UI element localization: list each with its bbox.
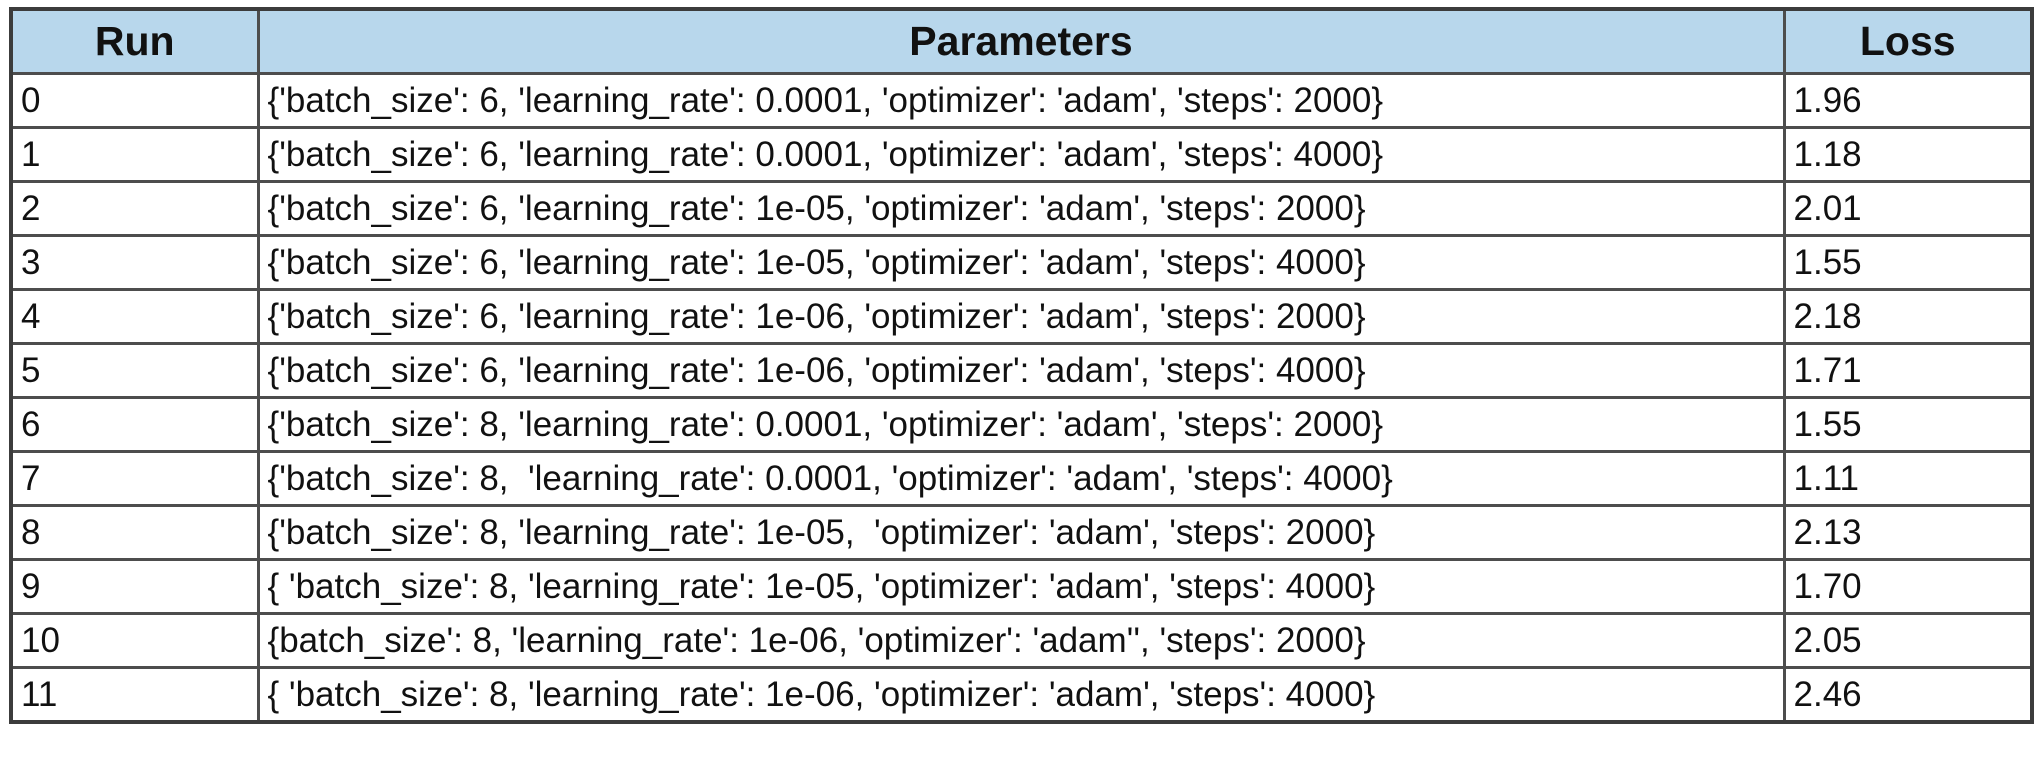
loss-cell: 2.46	[1782, 666, 2034, 724]
parameters-cell: {'batch_size': 6, 'learning_rate': 0.000…	[256, 72, 1786, 129]
loss-cell: 2.05	[1782, 612, 2034, 669]
table-row: 0 {'batch_size': 6, 'learning_rate': 0.0…	[9, 72, 2034, 129]
table-body: 0 {'batch_size': 6, 'learning_rate': 0.0…	[9, 72, 2034, 724]
table-row: 8 {'batch_size': 8, 'learning_rate': 1e-…	[9, 504, 2034, 561]
loss-cell: 1.71	[1782, 342, 2034, 399]
results-table-container: Run Parameters Loss 0 {'batch_size': 6, …	[9, 7, 2034, 724]
loss-cell: 2.18	[1782, 288, 2034, 345]
parameters-cell: { 'batch_size': 8, 'learning_rate': 1e-0…	[256, 558, 1786, 615]
table-row: 2 {'batch_size': 6, 'learning_rate': 1e-…	[9, 180, 2034, 237]
run-cell: 10	[9, 612, 260, 669]
table-row: 11 { 'batch_size': 8, 'learning_rate': 1…	[9, 666, 2034, 724]
parameters-cell: {'batch_size': 8, 'learning_rate': 0.000…	[256, 450, 1786, 507]
table-row: 9 { 'batch_size': 8, 'learning_rate': 1e…	[9, 558, 2034, 615]
run-cell: 0	[9, 72, 260, 129]
table-row: 1 {'batch_size': 6, 'learning_rate': 0.0…	[9, 126, 2034, 183]
run-cell: 11	[9, 666, 260, 724]
parameters-cell: {'batch_size': 8, 'learning_rate': 0.000…	[256, 396, 1786, 453]
parameters-cell: {'batch_size': 6, 'learning_rate': 1e-06…	[256, 288, 1786, 345]
parameters-cell: {'batch_size': 8, 'learning_rate': 1e-05…	[256, 504, 1786, 561]
parameters-cell: {'batch_size': 6, 'learning_rate': 1e-05…	[256, 180, 1786, 237]
results-table: Run Parameters Loss 0 {'batch_size': 6, …	[9, 7, 2034, 724]
run-cell: 8	[9, 504, 260, 561]
loss-cell: 1.96	[1782, 72, 2034, 129]
table-row: 4 {'batch_size': 6, 'learning_rate': 1e-…	[9, 288, 2034, 345]
run-cell: 9	[9, 558, 260, 615]
parameters-cell: {'batch_size': 6, 'learning_rate': 1e-05…	[256, 234, 1786, 291]
column-header-loss: Loss	[1782, 7, 2034, 75]
table-row: 3 {'batch_size': 6, 'learning_rate': 1e-…	[9, 234, 2034, 291]
run-cell: 6	[9, 396, 260, 453]
run-cell: 3	[9, 234, 260, 291]
table-header: Run Parameters Loss	[9, 7, 2034, 75]
header-row: Run Parameters Loss	[9, 7, 2034, 75]
table-row: 10 {batch_size': 8, 'learning_rate': 1e-…	[9, 612, 2034, 669]
table-row: 7 {'batch_size': 8, 'learning_rate': 0.0…	[9, 450, 2034, 507]
run-cell: 4	[9, 288, 260, 345]
parameters-cell: {'batch_size': 6, 'learning_rate': 0.000…	[256, 126, 1786, 183]
parameters-cell: {batch_size': 8, 'learning_rate': 1e-06,…	[256, 612, 1786, 669]
run-cell: 5	[9, 342, 260, 399]
run-cell: 1	[9, 126, 260, 183]
run-cell: 2	[9, 180, 260, 237]
run-cell: 7	[9, 450, 260, 507]
loss-cell: 1.55	[1782, 396, 2034, 453]
loss-cell: 1.11	[1782, 450, 2034, 507]
loss-cell: 2.01	[1782, 180, 2034, 237]
parameters-cell: { 'batch_size': 8, 'learning_rate': 1e-0…	[256, 666, 1786, 724]
loss-cell: 1.55	[1782, 234, 2034, 291]
parameters-cell: {'batch_size': 6, 'learning_rate': 1e-06…	[256, 342, 1786, 399]
loss-cell: 1.18	[1782, 126, 2034, 183]
loss-cell: 1.70	[1782, 558, 2034, 615]
table-row: 5 {'batch_size': 6, 'learning_rate': 1e-…	[9, 342, 2034, 399]
loss-cell: 2.13	[1782, 504, 2034, 561]
column-header-parameters: Parameters	[256, 7, 1786, 75]
table-row: 6 {'batch_size': 8, 'learning_rate': 0.0…	[9, 396, 2034, 453]
column-header-run: Run	[9, 7, 260, 75]
